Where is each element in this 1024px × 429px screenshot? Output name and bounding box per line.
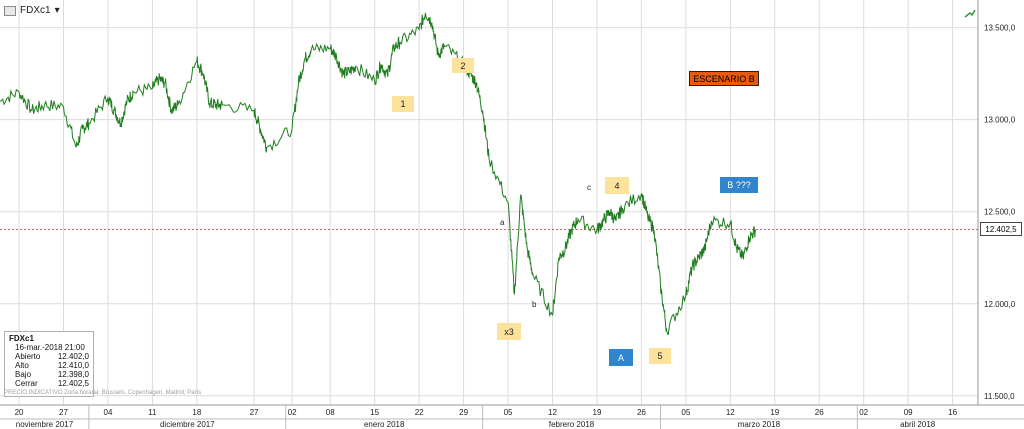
x-tick-label: 20 xyxy=(15,408,24,417)
info-row-open: Abierto 12.402,0 xyxy=(15,352,89,361)
wave-label-2: 2 xyxy=(452,58,474,73)
x-tick-label: 26 xyxy=(637,408,646,417)
wave-letter-c: c xyxy=(587,183,591,192)
symbol-selector[interactable]: FDXc1 ▾ xyxy=(4,5,60,16)
x-tick-label: 11 xyxy=(148,408,157,417)
y-tick-label: 12.000,0 xyxy=(984,300,1016,309)
info-date: 16-mar.-2018 21:00 xyxy=(15,343,85,352)
x-tick-label: 08 xyxy=(326,408,335,417)
wave-letter-b: b xyxy=(532,300,537,309)
x-tick-label: 05 xyxy=(504,408,513,417)
ohlc-info-box: FDXc1 16-mar.-2018 21:00 Abierto 12.402,0… xyxy=(4,331,94,397)
y-tick-label: 11.500,0 xyxy=(984,392,1015,401)
chevron-down-icon[interactable]: ▾ xyxy=(54,5,60,16)
wave-label-a-box: A xyxy=(609,349,633,366)
x-tick-label: 12 xyxy=(726,408,735,417)
x-tick-label: 02 xyxy=(288,408,297,417)
instrument-icon xyxy=(4,5,16,16)
info-row-close: Cerrar 12.402,5 xyxy=(15,379,89,388)
x-tick-label: 27 xyxy=(59,408,68,417)
x-tick-label: 22 xyxy=(415,408,424,417)
x-tick-label: 09 xyxy=(904,408,913,417)
x-tick-label: 16 xyxy=(948,408,957,417)
scenario-label: ESCENARIO B xyxy=(689,71,759,86)
y-tick-label: 13.500,0 xyxy=(984,24,1016,33)
x-tick-label: 04 xyxy=(104,408,113,417)
y-tick-label: 12.500,0 xyxy=(984,208,1016,217)
symbol-label: FDXc1 xyxy=(20,5,51,16)
month-label: abril 2018 xyxy=(900,420,936,429)
last-price-tag: 12.402,5 xyxy=(980,222,1022,236)
wave-label-x3: x3 xyxy=(497,323,521,340)
month-label: enero 2018 xyxy=(364,420,405,429)
wave-label-1: 1 xyxy=(392,96,414,112)
x-tick-label: 18 xyxy=(192,408,201,417)
x-tick-label: 19 xyxy=(593,408,602,417)
x-tick-label: 02 xyxy=(859,408,868,417)
month-label: diciembre 2017 xyxy=(160,420,215,429)
info-symbol: FDXc1 xyxy=(9,334,34,343)
info-row-high: Alto 12.410,0 xyxy=(15,361,89,370)
x-tick-label: 19 xyxy=(770,408,779,417)
month-label: noviembre 2017 xyxy=(16,420,74,429)
month-label: febrero 2018 xyxy=(549,420,595,429)
x-tick-label: 12 xyxy=(548,408,557,417)
x-tick-label: 29 xyxy=(459,408,468,417)
month-label: marzo 2018 xyxy=(738,420,781,429)
trend-arrow-icon[interactable] xyxy=(964,8,976,18)
x-tick-label: 15 xyxy=(370,408,379,417)
x-tick-label: 27 xyxy=(250,408,259,417)
timezone-note: PRECIO INDICATIVO Zona horaria: Brussels… xyxy=(4,390,201,396)
wave-label-5: 5 xyxy=(649,348,671,364)
x-tick-label: 26 xyxy=(815,408,824,417)
price-series-line xyxy=(0,12,757,336)
wave-label-4: 4 xyxy=(605,177,629,194)
x-tick-label: 05 xyxy=(681,408,690,417)
wave-label-b-box: B ??? xyxy=(720,177,758,193)
wave-letter-a: a xyxy=(500,218,505,227)
info-row-low: Bajo 12.398,0 xyxy=(15,370,89,379)
y-tick-label: 13.000,0 xyxy=(984,116,1016,125)
